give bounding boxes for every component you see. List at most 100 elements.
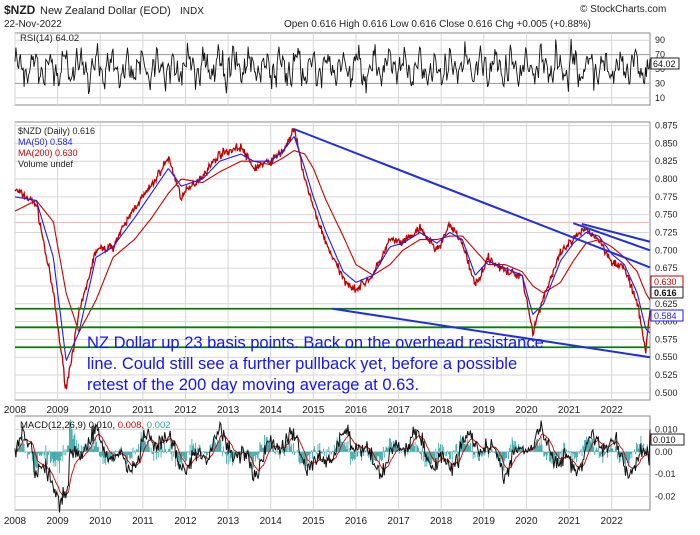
x-tick-label: 2022 (601, 405, 624, 416)
symbol-label: $NZD (4, 3, 36, 17)
x-tick-label: 2014 (260, 516, 283, 527)
rsi-tick-label: 30 (655, 78, 665, 88)
quote-line: Open 0.616 High 0.616 Low 0.616 Close 0.… (284, 19, 591, 30)
x-tick-label: 2017 (387, 516, 410, 527)
x-tick-label: 2017 (387, 405, 410, 416)
resistance-trend-line (581, 222, 651, 243)
x-tick-label: 2011 (132, 516, 154, 527)
value-tags: 0.630 0.616 0.584 64.02 0.010 (650, 57, 685, 446)
macd-tick-label: -0.01 (655, 469, 676, 479)
y-tick-label: 0.525 (655, 370, 678, 380)
macd-tick-label: 0.00 (655, 447, 673, 457)
x-tick-label: 2015 (302, 405, 325, 416)
rsi-tick-label: 70 (655, 50, 665, 60)
macd-series (14, 419, 651, 513)
x-tick-label: 2019 (473, 516, 496, 527)
x-tick-label: 2008 (4, 405, 27, 416)
tag-rsi-box (650, 57, 680, 70)
x-tick-label: 2013 (217, 405, 240, 416)
instrument-name: New Zealand Dollar (EOD) (40, 5, 171, 17)
tag-ma50: 0.584 (654, 311, 677, 321)
legend-ma200: MA(200) 0.630 (18, 148, 78, 158)
annotation-text: NZ Dollar up 23 basis points. Back on th… (87, 334, 544, 394)
macd-tick-label: -0.02 (655, 492, 676, 502)
y-tick-label: 0.825 (655, 156, 678, 166)
x-tick-label: 2019 (473, 405, 496, 416)
macd-legend-signal: 0.008 (118, 420, 142, 431)
x-tick-label: 2010 (89, 405, 112, 416)
rsi-tick-label: 90 (655, 35, 665, 45)
macd-legend-hist: 0.002 (147, 420, 171, 431)
y-tick-label: 0.750 (655, 210, 678, 220)
macd-legend-main: MACD(12,26,9) 0.010, (20, 420, 118, 431)
macd-line (14, 420, 651, 513)
y-tick-label: 0.550 (655, 352, 678, 362)
annotation-line-1: NZ Dollar up 23 basis points. Back on th… (87, 334, 544, 352)
exchange-label: INDX (180, 6, 204, 17)
grid-layer (14, 33, 650, 510)
y-tick-label: 0.625 (655, 299, 678, 309)
price-series (14, 127, 651, 390)
y-tick-label: 0.575 (655, 334, 678, 344)
tag-macd-box (650, 433, 685, 446)
legend-price: $NZD (Daily) 0.616 (18, 126, 95, 136)
date-label: 22-Nov-2022 (4, 19, 62, 30)
x-tick-label: 2014 (260, 405, 283, 416)
x-tick-label: 2018 (430, 405, 453, 416)
x-tick-label: 2016 (345, 516, 368, 527)
x-tick-label: 2013 (217, 516, 240, 527)
rsi-series (14, 38, 651, 94)
x-tick-label: 2016 (345, 405, 368, 416)
axis-labels: 2008 2008 2009 2009 2010 2010 2011 2011 2012 2012… (4, 35, 678, 527)
tag-close-box (650, 286, 684, 299)
x-tick-label: 2011 (132, 405, 154, 416)
macd-legend: MACD(12,26,9) 0.010, 0.008, 0.002 (20, 420, 171, 431)
price-line (14, 127, 651, 390)
tag-rsi: 64.02 (653, 59, 676, 69)
legend-volume: Volume undef (18, 159, 74, 169)
tag-ma200: 0.630 (654, 277, 677, 287)
x-tick-label: 2012 (174, 516, 197, 527)
y-tick-label: 0.700 (655, 245, 678, 255)
x-tick-label: 2010 (89, 516, 112, 527)
rsi-legend: RSI(14) 64.02 (20, 33, 79, 44)
support-trend-line (332, 307, 651, 359)
x-tick-label: 2020 (515, 405, 538, 416)
y-tick-label: 0.775 (655, 192, 678, 202)
ma200-line (14, 150, 651, 333)
tag-ma50-box (650, 309, 684, 322)
trend-lines (15, 128, 651, 359)
y-tick-label: 0.875 (655, 121, 678, 131)
resistance-trend-line (293, 128, 651, 269)
annotation-line-2: line. Could still see a further pullback… (87, 355, 517, 373)
tag-macd: 0.010 (653, 435, 676, 445)
annotation-line-3: retest of the 200 day moving average at … (87, 376, 419, 394)
x-tick-label: 2012 (174, 405, 197, 416)
credit-label: © StockCharts.com (580, 4, 666, 15)
ma50-line (14, 136, 651, 362)
x-tick-label: 2022 (601, 516, 624, 527)
x-tick-label: 2009 (46, 405, 69, 416)
y-tick-label: 0.800 (655, 174, 678, 184)
rsi-line (14, 38, 651, 94)
x-tick-label: 2008 (4, 516, 27, 527)
macd-panel (14, 415, 651, 511)
macd-legend-sep: , (141, 420, 146, 431)
rsi-tick-label: 10 (655, 93, 665, 103)
price-legend: $NZD (Daily) 0.616 MA(50) 0.584 MA(200) … (18, 126, 95, 169)
resistance-trend-line (572, 222, 651, 252)
y-tick-label: 0.850 (655, 138, 678, 148)
legend-ma50: MA(50) 0.584 (18, 137, 73, 147)
y-tick-label: 0.600 (655, 317, 678, 327)
x-tick-label: 2020 (515, 516, 538, 527)
x-tick-label: 2021 (558, 516, 581, 527)
x-tick-label: 2021 (558, 405, 581, 416)
x-tick-label: 2018 (430, 516, 453, 527)
x-tick-label: 2009 (46, 516, 69, 527)
macd-tick-label: 0.010 (655, 424, 678, 434)
y-tick-label: 0.725 (655, 227, 678, 237)
price-panel (14, 121, 651, 401)
y-tick-label: 0.675 (655, 263, 678, 273)
